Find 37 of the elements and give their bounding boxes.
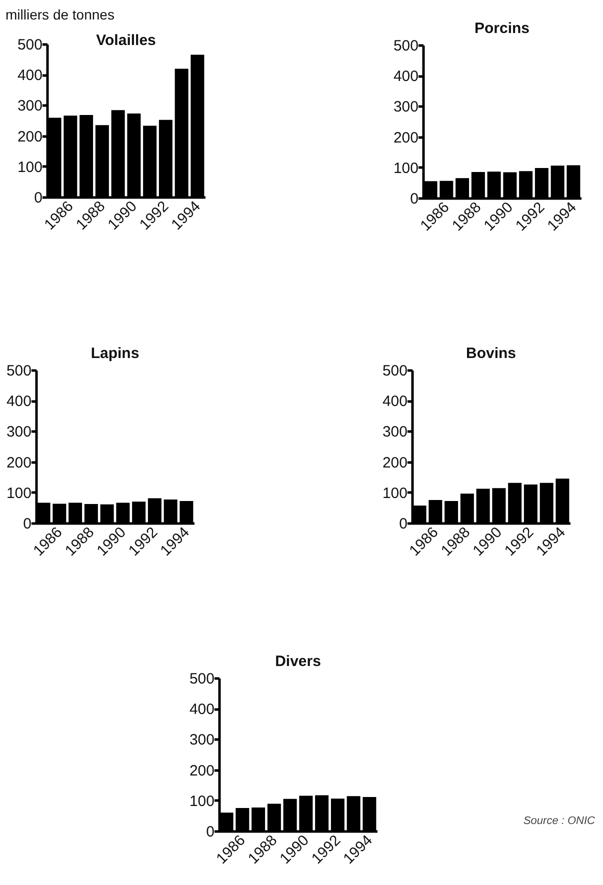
y-tick-label: 300: [382, 424, 408, 441]
y-tick-label: 0: [34, 190, 42, 206]
y-tick-label: 200: [6, 454, 32, 472]
y-tick-label: 100: [6, 484, 32, 502]
chart-title: Lapins: [90, 345, 140, 362]
y-tick-label: 100: [189, 792, 214, 810]
y-tick-label: 200: [393, 129, 418, 146]
y-tick-label: 0: [23, 516, 32, 532]
y-tick-label: 100: [382, 484, 408, 502]
y-tick-label: 0: [206, 824, 214, 840]
y-tick-label: 500: [6, 362, 32, 380]
y-tick-label: 300: [393, 98, 418, 116]
y-tick-label: 200: [382, 454, 408, 472]
y-tick-label: 400: [382, 393, 408, 410]
source-note: Source : ONIC: [523, 815, 595, 827]
y-tick-label: 300: [189, 732, 214, 749]
y-tick-label: 0: [410, 190, 418, 208]
y-tick-label: 200: [189, 762, 214, 780]
y-tick-label: 400: [189, 701, 214, 718]
chart-title: Bovins: [466, 345, 516, 362]
y-tick-label: 400: [17, 67, 42, 84]
y-tick-label: 300: [17, 98, 42, 115]
y-tick-label: 100: [17, 158, 42, 176]
chart-title: Divers: [275, 653, 321, 670]
y-tick-label: 400: [393, 68, 418, 86]
y-tick-label: 200: [17, 128, 42, 146]
y-tick-label: 500: [17, 36, 42, 54]
y-tick-label: 300: [6, 424, 32, 441]
y-tick-label: 500: [393, 38, 418, 54]
y-tick-label: 500: [189, 670, 214, 688]
y-tick-label: 100: [393, 160, 418, 177]
y-tick-label: 500: [382, 362, 408, 380]
chart-title: Porcins: [474, 20, 530, 37]
y-tick-label: 0: [399, 516, 408, 532]
y-tick-label: 400: [6, 393, 32, 410]
y-axis-title: milliers de tonnes: [6, 6, 114, 22]
chart-title: Volailles: [96, 32, 156, 49]
